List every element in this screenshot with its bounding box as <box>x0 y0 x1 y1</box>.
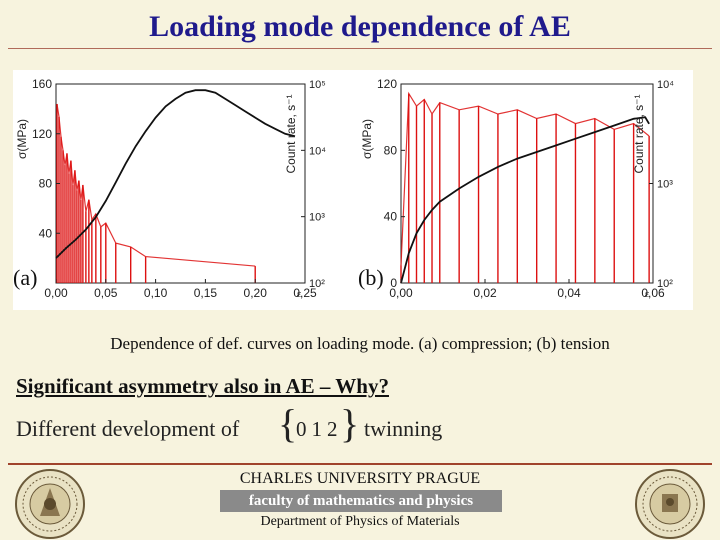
y-tick-label: 120 <box>377 77 397 91</box>
twinning-statement-suffix: twinning <box>364 416 443 441</box>
y-tick-label: 120 <box>32 127 52 141</box>
y-right-tick-label: 10² <box>309 278 325 290</box>
y-right-tick-label: 10² <box>657 278 673 290</box>
left-brace: { <box>278 401 298 446</box>
x-tick-label: 0,02 <box>473 286 497 300</box>
slide-title: Loading mode dependence of AE <box>149 10 571 43</box>
faculty-seal-icon <box>635 469 705 539</box>
x-tick-label: 0,10 <box>144 286 168 300</box>
x-tick-label: 0,25 <box>293 286 317 300</box>
y-right-axis-label: Count rate, s⁻¹ <box>284 94 298 173</box>
x-tick-label: 0,15 <box>194 286 218 300</box>
plot-frame <box>55 83 306 284</box>
y-right-tick-label: 10³ <box>309 212 325 224</box>
university-seal-icon <box>15 469 85 539</box>
y-axis-label: σ(MPa) <box>15 119 29 159</box>
y-axis-label: σ(MPa) <box>360 119 374 159</box>
y-tick-label: 80 <box>384 143 398 157</box>
y-right-tick-label: 10⁵ <box>309 79 326 91</box>
x-tick-label: 0,00 <box>389 286 413 300</box>
panel-label: (a) <box>13 265 37 290</box>
panel-label: (b) <box>358 265 384 290</box>
count-rate-series <box>400 91 650 266</box>
x-tick-label: 0,00 <box>44 286 68 300</box>
faculty-banner: faculty of mathematics and physics <box>220 490 502 512</box>
y-right-tick-label: 10⁴ <box>309 145 326 157</box>
y-tick-label: 40 <box>39 226 53 240</box>
chart-figure: 0,00 0,05 0,10 0,15 0,20 0,25 40 80 120 160 10² 10³… <box>13 77 674 300</box>
x-axis-label: ε <box>645 288 650 300</box>
count-rate-series <box>56 103 256 267</box>
figure-panel: 0,00 0,05 0,10 0,15 0,20 0,25 40 80 120 160 10² 10³… <box>13 70 693 310</box>
twinning-statement-prefix: Different development of <box>16 416 240 441</box>
footer-divider <box>8 463 712 465</box>
department-name: Department of Physics of Materials <box>260 514 460 529</box>
y-right-tick-label: 10³ <box>657 179 673 191</box>
x-tick-label: 0,06 <box>641 286 665 300</box>
y-tick-label: 160 <box>32 77 52 91</box>
x-tick-label: 0,20 <box>244 286 268 300</box>
y-right-axis-label: Count rate, s⁻¹ <box>632 94 646 173</box>
title-divider <box>8 48 712 49</box>
y-right-tick-label: 10⁴ <box>657 79 674 91</box>
y-tick-label: 40 <box>384 210 398 224</box>
y-tick-label: 0 <box>390 276 397 290</box>
x-tick-label: 0,04 <box>557 286 581 300</box>
stress-series <box>55 89 296 259</box>
university-name: CHARLES UNIVERSITY PRAGUE <box>239 470 481 487</box>
miller-indices: 012 <box>296 417 343 441</box>
figure-caption: Dependence of def. curves on loading mod… <box>110 334 610 353</box>
x-axis-label: ε <box>297 288 302 300</box>
right-brace: } <box>340 401 360 446</box>
y-tick-label: 80 <box>39 177 53 191</box>
stress-series <box>400 116 650 284</box>
x-tick-label: 0,05 <box>94 286 118 300</box>
section-heading: Significant asymmetry also in AE – Why? <box>16 374 389 398</box>
